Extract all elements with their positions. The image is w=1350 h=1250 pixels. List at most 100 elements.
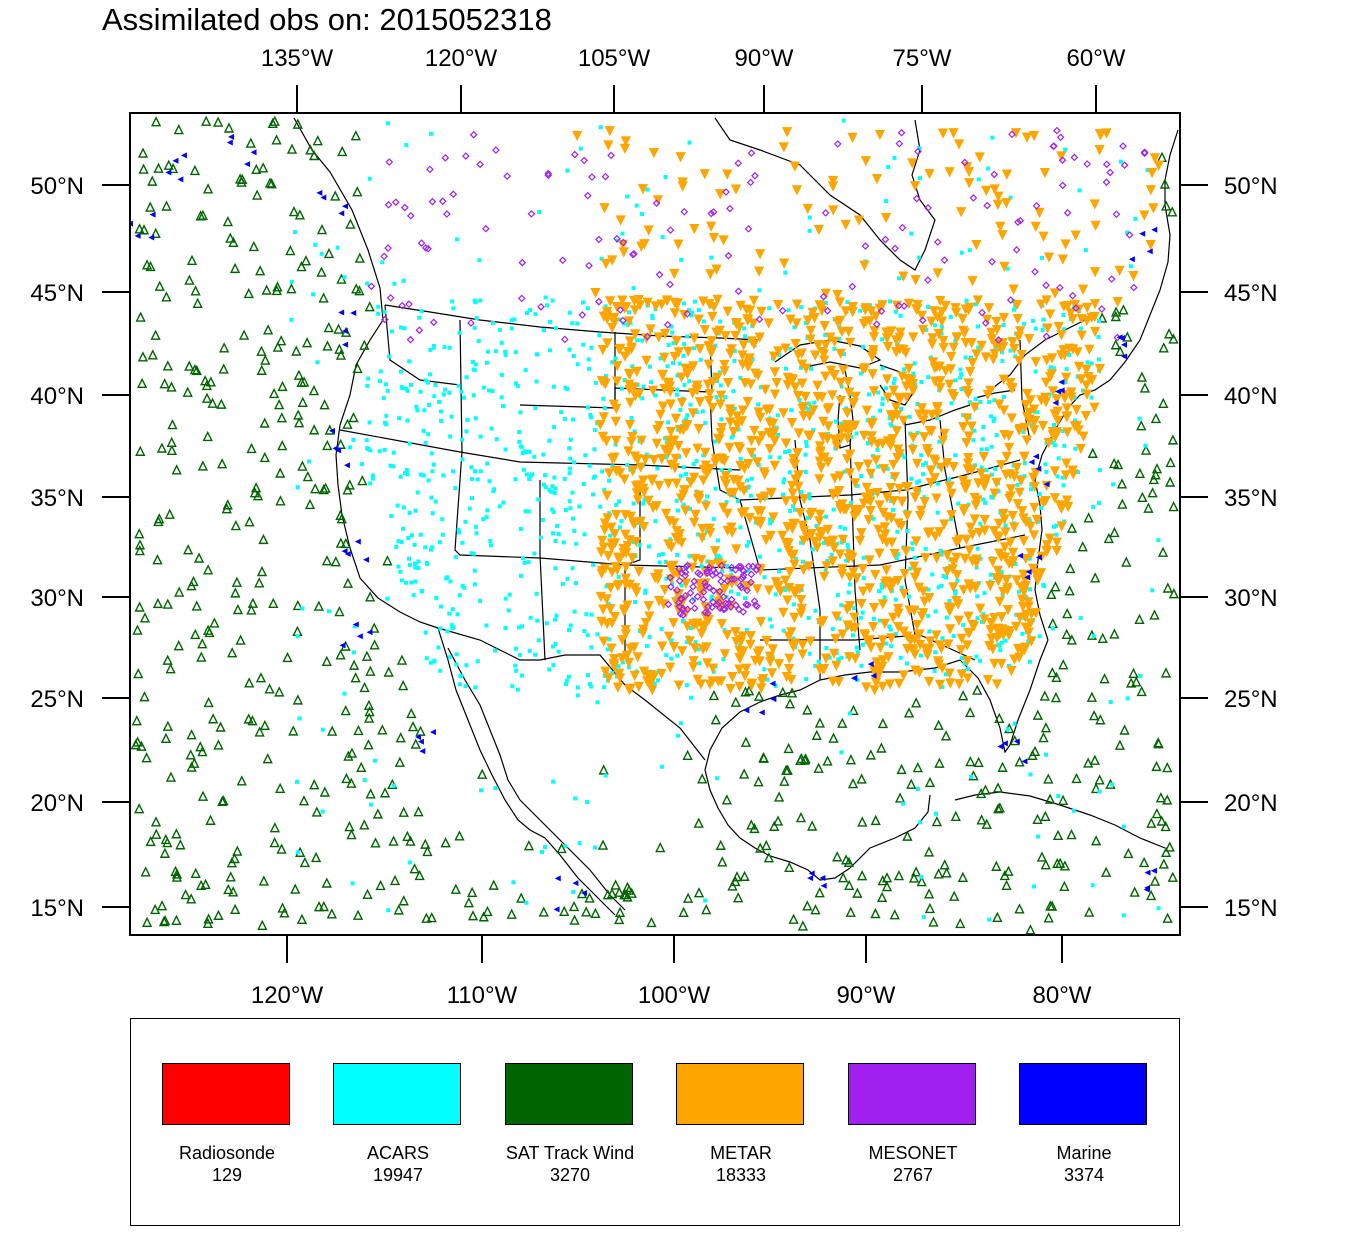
metar-marker — [705, 221, 717, 232]
metar-marker — [680, 363, 691, 374]
bottom-axis-label: 90°W — [837, 982, 896, 1009]
acars-marker — [607, 478, 612, 483]
mesonet-marker — [686, 588, 695, 597]
acars-marker — [677, 361, 682, 366]
metar-marker — [854, 535, 866, 547]
metar-marker — [1061, 372, 1072, 383]
metar-marker — [739, 463, 750, 474]
sat-track-wind-marker — [1052, 829, 1064, 841]
metar-marker — [969, 514, 980, 525]
mesonet-marker — [558, 256, 567, 265]
metar-marker — [671, 526, 682, 537]
acars-marker — [391, 464, 396, 469]
sat-track-wind-marker — [302, 470, 313, 482]
acars-marker — [513, 663, 518, 668]
sat-track-wind-marker — [877, 875, 888, 886]
metar-marker — [860, 303, 871, 314]
metar-marker — [694, 344, 706, 355]
acars-marker — [839, 603, 844, 608]
acars-marker — [842, 526, 847, 531]
acars-marker — [423, 440, 428, 445]
acars-marker — [450, 626, 455, 631]
metar-marker — [700, 447, 711, 459]
acars-marker — [663, 175, 668, 180]
metar-marker — [938, 342, 949, 354]
metar-marker — [939, 519, 950, 530]
acars-marker — [782, 477, 787, 482]
sat-track-wind-marker — [259, 719, 271, 731]
metar-marker — [716, 619, 727, 630]
acars-marker — [497, 327, 502, 332]
acars-marker — [415, 408, 420, 413]
acars-marker — [799, 305, 804, 310]
metar-marker — [654, 420, 665, 432]
metar-marker — [962, 673, 973, 684]
metar-marker — [603, 551, 614, 562]
sat-track-wind-marker — [255, 265, 266, 276]
acars-marker — [916, 255, 921, 260]
acars-marker — [742, 326, 747, 331]
border-us-mexico — [437, 627, 706, 761]
metar-marker — [944, 167, 955, 178]
sat-track-wind-marker — [352, 362, 363, 374]
lat-label-left: 30°N — [30, 585, 84, 612]
acars-marker — [494, 437, 499, 442]
acars-marker — [858, 371, 863, 376]
acars-marker — [1000, 359, 1005, 364]
metar-marker — [712, 294, 723, 305]
metar-marker — [601, 594, 612, 605]
marine-marker — [350, 310, 357, 317]
sat-track-wind-marker — [145, 835, 156, 847]
sat-track-wind-marker — [292, 694, 304, 705]
legend-item-mesonet: MESONET 2767 — [848, 1019, 1008, 1219]
metar-marker — [742, 314, 753, 325]
sat-track-wind-marker — [1136, 685, 1147, 697]
acars-marker — [978, 521, 983, 526]
sat-track-wind-marker — [269, 822, 281, 833]
sat-track-wind-marker — [134, 539, 146, 550]
metar-marker — [850, 391, 861, 402]
metar-marker — [715, 399, 726, 410]
marine-marker — [354, 538, 361, 545]
metar-marker — [697, 532, 708, 544]
sat-track-wind-marker — [928, 916, 939, 927]
acars-marker — [588, 413, 593, 418]
metar-marker — [924, 168, 935, 180]
mesonet-marker — [398, 301, 406, 310]
metar-marker — [620, 579, 632, 590]
metar-marker — [1065, 308, 1076, 319]
acars-marker — [398, 474, 403, 479]
metar-marker — [624, 535, 635, 546]
sat-track-wind-marker — [231, 576, 243, 587]
metar-marker — [1030, 357, 1041, 368]
legend-swatch-acars — [333, 1063, 461, 1125]
metar-marker — [651, 501, 662, 512]
sat-track-wind-marker — [916, 876, 927, 887]
metar-marker — [1035, 568, 1047, 579]
metar-marker — [602, 513, 613, 524]
acars-marker — [415, 490, 420, 495]
metar-marker — [638, 666, 650, 677]
metar-marker — [802, 203, 813, 215]
acars-marker — [490, 389, 495, 394]
acars-marker — [711, 516, 716, 521]
acars-marker — [430, 545, 435, 550]
sat-track-wind-marker — [881, 880, 893, 892]
sat-track-wind-marker — [1040, 810, 1051, 821]
mesonet-marker — [1102, 178, 1111, 187]
sat-track-wind-marker — [330, 190, 341, 201]
sat-track-wind-marker — [865, 749, 876, 760]
metar-marker — [1062, 300, 1074, 312]
metar-marker — [1071, 420, 1083, 432]
acars-marker — [438, 409, 443, 414]
metar-marker — [778, 142, 789, 153]
acars-marker — [543, 485, 548, 490]
sat-track-wind-marker — [346, 747, 358, 758]
metar-marker — [1049, 493, 1060, 504]
map-frame — [129, 112, 1181, 936]
acars-marker — [300, 606, 305, 611]
sat-track-wind-marker — [413, 806, 424, 817]
sat-track-wind-marker — [134, 545, 145, 556]
acars-marker — [807, 228, 812, 233]
sat-track-wind-marker — [1160, 667, 1172, 678]
